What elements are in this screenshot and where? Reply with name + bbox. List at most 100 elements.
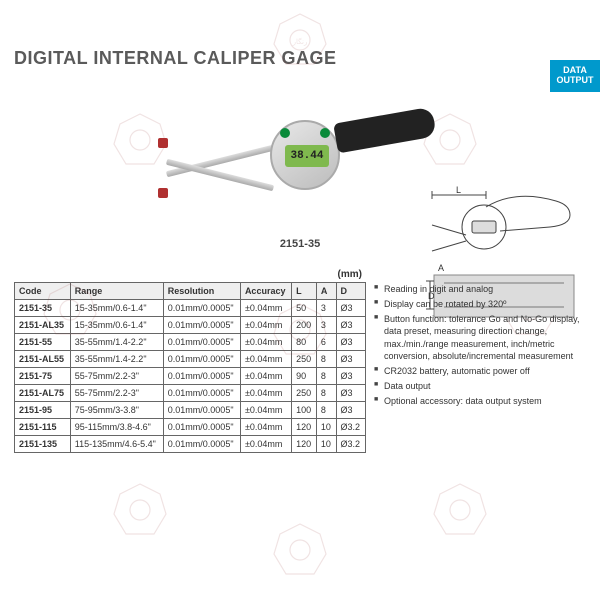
table-cell: 95-115mm/3.8-4.6": [70, 419, 163, 436]
column-header: Code: [15, 283, 71, 300]
table-cell: 3: [316, 317, 336, 334]
table-cell: 2151-115: [15, 419, 71, 436]
table-row: 2151-135115-135mm/4.6-5.4"0.01mm/0.0005"…: [15, 436, 366, 453]
jaw-tip-upper: [158, 138, 168, 148]
column-header: Resolution: [163, 283, 240, 300]
table-cell: 250: [292, 351, 317, 368]
table-cell: 0.01mm/0.0005": [163, 436, 240, 453]
table-cell: 80: [292, 334, 317, 351]
table-row: 2151-AL7555-75mm/2.2-3"0.01mm/0.0005"±0.…: [15, 385, 366, 402]
feature-item: Display can be rotated by 320º: [374, 298, 586, 310]
table-cell: ±0.04mm: [240, 402, 291, 419]
schematic-label-L: L: [456, 185, 461, 195]
table-cell: Ø3: [336, 368, 365, 385]
table-cell: 55-75mm/2.2-3": [70, 368, 163, 385]
table-cell: 50: [292, 300, 317, 317]
table-cell: 200: [292, 317, 317, 334]
table-cell: 6: [316, 334, 336, 351]
page-title: DIGITAL INTERNAL CALIPER GAGE: [14, 48, 586, 69]
column-header: A: [316, 283, 336, 300]
feature-item: Button function: tolerance Go and No-Go …: [374, 313, 586, 362]
table-cell: ±0.04mm: [240, 436, 291, 453]
column-header: L: [292, 283, 317, 300]
table-cell: 2151-135: [15, 436, 71, 453]
table-cell: ±0.04mm: [240, 334, 291, 351]
table-cell: 120: [292, 419, 317, 436]
product-illustration: 38.44 2151-35: [150, 90, 450, 250]
table-cell: Ø3: [336, 402, 365, 419]
caliper-lcd-display: 38.44: [285, 145, 329, 167]
table-cell: ±0.04mm: [240, 351, 291, 368]
caliper-handle: [333, 107, 437, 154]
table-cell: Ø3.2: [336, 419, 365, 436]
table-row: 2151-AL5535-55mm/1.4-2.2"0.01mm/0.0005"±…: [15, 351, 366, 368]
table-cell: 35-55mm/1.4-2.2": [70, 351, 163, 368]
table-row: 2151-AL3515-35mm/0.6-1.4"0.01mm/0.0005"±…: [15, 317, 366, 334]
caliper-button-left: [280, 128, 290, 138]
table-cell: Ø3: [336, 334, 365, 351]
table-cell: 2151-55: [15, 334, 71, 351]
table-cell: 0.01mm/0.0005": [163, 385, 240, 402]
svg-text:رنگار: رنگار: [292, 37, 308, 46]
table-cell: 8: [316, 402, 336, 419]
table-cell: 0.01mm/0.0005": [163, 351, 240, 368]
table-row: 2151-11595-115mm/3.8-4.6"0.01mm/0.0005"±…: [15, 419, 366, 436]
model-number-label: 2151-35: [280, 238, 320, 250]
table-cell: 8: [316, 368, 336, 385]
feature-item: Data output: [374, 380, 586, 392]
table-cell: 90: [292, 368, 317, 385]
table-cell: Ø3: [336, 300, 365, 317]
table-cell: ±0.04mm: [240, 385, 291, 402]
feature-item: Reading in digit and analog: [374, 283, 586, 295]
watermark-stamp: [430, 480, 490, 540]
table-cell: 2151-AL55: [15, 351, 71, 368]
table-cell: 0.01mm/0.0005": [163, 402, 240, 419]
watermark-stamp: [270, 520, 330, 580]
column-header: D: [336, 283, 365, 300]
table-cell: ±0.04mm: [240, 317, 291, 334]
table-cell: 15-35mm/0.6-1.4": [70, 300, 163, 317]
product-area: 38.44 2151-35 L: [14, 75, 586, 265]
table-cell: 15-35mm/0.6-1.4": [70, 317, 163, 334]
table-cell: 10: [316, 436, 336, 453]
jaw-tip-lower: [158, 188, 168, 198]
table-cell: 2151-AL75: [15, 385, 71, 402]
table-cell: 2151-75: [15, 368, 71, 385]
table-cell: 2151-AL35: [15, 317, 71, 334]
table-cell: 100: [292, 402, 317, 419]
table-cell: 0.01mm/0.0005": [163, 300, 240, 317]
table-row: 2151-9575-95mm/3-3.8"0.01mm/0.0005"±0.04…: [15, 402, 366, 419]
caliper-button-right: [320, 128, 330, 138]
table-cell: 0.01mm/0.0005": [163, 419, 240, 436]
table-cell: 120: [292, 436, 317, 453]
table-cell: ±0.04mm: [240, 368, 291, 385]
table-cell: ±0.04mm: [240, 419, 291, 436]
table-row: 2151-3515-35mm/0.6-1.4"0.01mm/0.0005"±0.…: [15, 300, 366, 317]
spec-table-wrap: (mm) CodeRangeResolutionAccuracyLAD 2151…: [14, 269, 366, 453]
table-cell: 115-135mm/4.6-5.4": [70, 436, 163, 453]
table-row: 2151-5535-55mm/1.4-2.2"0.01mm/0.0005"±0.…: [15, 334, 366, 351]
table-cell: 10: [316, 419, 336, 436]
table-cell: 8: [316, 385, 336, 402]
table-cell: Ø3.2: [336, 436, 365, 453]
feature-item: Optional accessory: data output system: [374, 395, 586, 407]
table-cell: 2151-95: [15, 402, 71, 419]
schematic-label-A: A: [438, 263, 444, 273]
unit-label: (mm): [14, 269, 366, 280]
table-cell: 8: [316, 351, 336, 368]
feature-item: CR2032 battery, automatic power off: [374, 365, 586, 377]
table-cell: 0.01mm/0.0005": [163, 368, 240, 385]
table-cell: 75-95mm/3-3.8": [70, 402, 163, 419]
table-row: 2151-7555-75mm/2.2-3"0.01mm/0.0005"±0.04…: [15, 368, 366, 385]
table-cell: Ø3: [336, 385, 365, 402]
column-header: Accuracy: [240, 283, 291, 300]
table-cell: Ø3: [336, 317, 365, 334]
table-cell: 250: [292, 385, 317, 402]
table-cell: 3: [316, 300, 336, 317]
table-cell: 0.01mm/0.0005": [163, 317, 240, 334]
table-cell: 0.01mm/0.0005": [163, 334, 240, 351]
table-cell: 55-75mm/2.2-3": [70, 385, 163, 402]
column-header: Range: [70, 283, 163, 300]
table-cell: 2151-35: [15, 300, 71, 317]
table-cell: ±0.04mm: [240, 300, 291, 317]
